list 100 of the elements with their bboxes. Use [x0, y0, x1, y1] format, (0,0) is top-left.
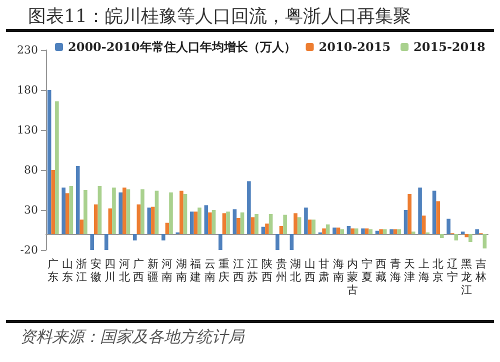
x-tick-label: 浙江 — [76, 258, 88, 284]
bar — [151, 206, 155, 234]
x-tick-label: 广西 — [133, 258, 144, 284]
y-tick-label: 80 — [24, 164, 38, 176]
bar — [440, 234, 444, 238]
bar — [183, 194, 188, 234]
bar — [147, 208, 152, 234]
bar — [361, 228, 365, 234]
x-tick-label: 湖北 — [290, 258, 302, 284]
bar — [422, 216, 426, 234]
bar — [140, 189, 144, 234]
bar — [161, 234, 166, 240]
x-tick-label: 安徽 — [90, 258, 102, 284]
bar — [368, 229, 373, 234]
x-tick-label: 甘肃 — [318, 258, 330, 284]
bar — [379, 229, 383, 234]
chart-title: 图表11：皖川桂豫等人口回流，粤浙人口再集聚 — [6, 2, 494, 32]
x-tick-label: 吉林 — [474, 258, 486, 284]
bar — [283, 214, 287, 234]
bar — [108, 208, 112, 234]
y-tick-label: 230 — [17, 44, 38, 56]
x-tick-label: 天津 — [404, 258, 416, 284]
bar — [322, 228, 326, 234]
bar — [232, 209, 237, 234]
bar — [180, 190, 184, 234]
bar — [382, 229, 387, 234]
bar — [304, 208, 308, 234]
x-tick-label: 宁夏 — [361, 258, 372, 284]
bar — [279, 226, 284, 234]
bar — [76, 166, 80, 234]
bar — [354, 228, 358, 234]
bar — [47, 90, 52, 234]
bar — [436, 201, 440, 234]
bar — [218, 234, 222, 250]
bar — [204, 205, 208, 234]
bar — [136, 204, 141, 234]
bar — [308, 220, 312, 234]
legend-label: 2000-2010年常住人口年均增长（万人） — [68, 40, 296, 54]
x-tick-label: 辽宁 — [446, 258, 458, 284]
bar — [404, 210, 408, 234]
bar — [454, 234, 458, 240]
bar — [332, 228, 336, 234]
bar — [165, 222, 170, 234]
x-tick-label: 海南 — [332, 258, 344, 284]
bar — [312, 220, 316, 234]
bar — [51, 170, 56, 234]
x-tick-label: 内蒙古 — [347, 258, 358, 296]
x-tick-label: 四川 — [104, 258, 116, 284]
bar — [208, 212, 212, 234]
bar — [118, 192, 123, 234]
bar — [112, 188, 116, 234]
bar — [340, 229, 344, 234]
bar — [194, 212, 198, 234]
bar — [350, 228, 354, 234]
bar — [482, 234, 487, 248]
bar — [247, 181, 251, 234]
bar — [132, 234, 137, 240]
bar — [326, 224, 330, 234]
text: 资料来源：国家及各地方统计局 — [6, 320, 494, 351]
bar — [265, 224, 269, 234]
x-tick-label: 云南 — [204, 258, 216, 284]
x-tick-label: 黑龙江 — [461, 258, 472, 296]
bar — [62, 188, 66, 234]
bar — [294, 213, 298, 234]
x-tick-label: 贵州 — [276, 258, 287, 284]
bar — [69, 186, 74, 234]
bar — [397, 229, 402, 234]
x-tick-label: 北京 — [432, 258, 444, 284]
y-tick-label: 180 — [17, 84, 38, 96]
x-tick-label: 山东 — [62, 258, 73, 284]
bar — [475, 229, 479, 234]
x-tick-label: 陕西 — [262, 258, 272, 284]
bar — [104, 234, 108, 250]
x-tick-label: 福建 — [189, 258, 202, 284]
bar — [80, 220, 84, 234]
bar — [84, 190, 88, 234]
bar — [268, 214, 273, 234]
bar — [408, 194, 412, 234]
bar — [390, 229, 394, 234]
bar — [222, 213, 226, 234]
y-tick-label: 30 — [24, 204, 38, 216]
bar — [65, 193, 70, 234]
legend-label: 2015-2018 — [414, 40, 486, 54]
bar — [90, 234, 94, 250]
bar — [364, 228, 369, 234]
bar — [236, 218, 240, 234]
x-tick-label: 山西 — [304, 258, 316, 284]
x-tick-label: 重庆 — [218, 258, 230, 284]
bar — [126, 189, 130, 234]
legend-label: 2010-2015 — [318, 40, 391, 54]
bar — [254, 214, 258, 234]
bar — [336, 228, 340, 234]
x-tick-label: 广东 — [48, 258, 59, 284]
bar — [297, 217, 302, 234]
bar — [154, 190, 159, 234]
bar — [190, 212, 194, 234]
x-tick-label: 河南 — [162, 258, 173, 284]
x-tick-label: 江西 — [232, 258, 244, 284]
bar — [418, 188, 422, 234]
bar — [276, 234, 280, 250]
